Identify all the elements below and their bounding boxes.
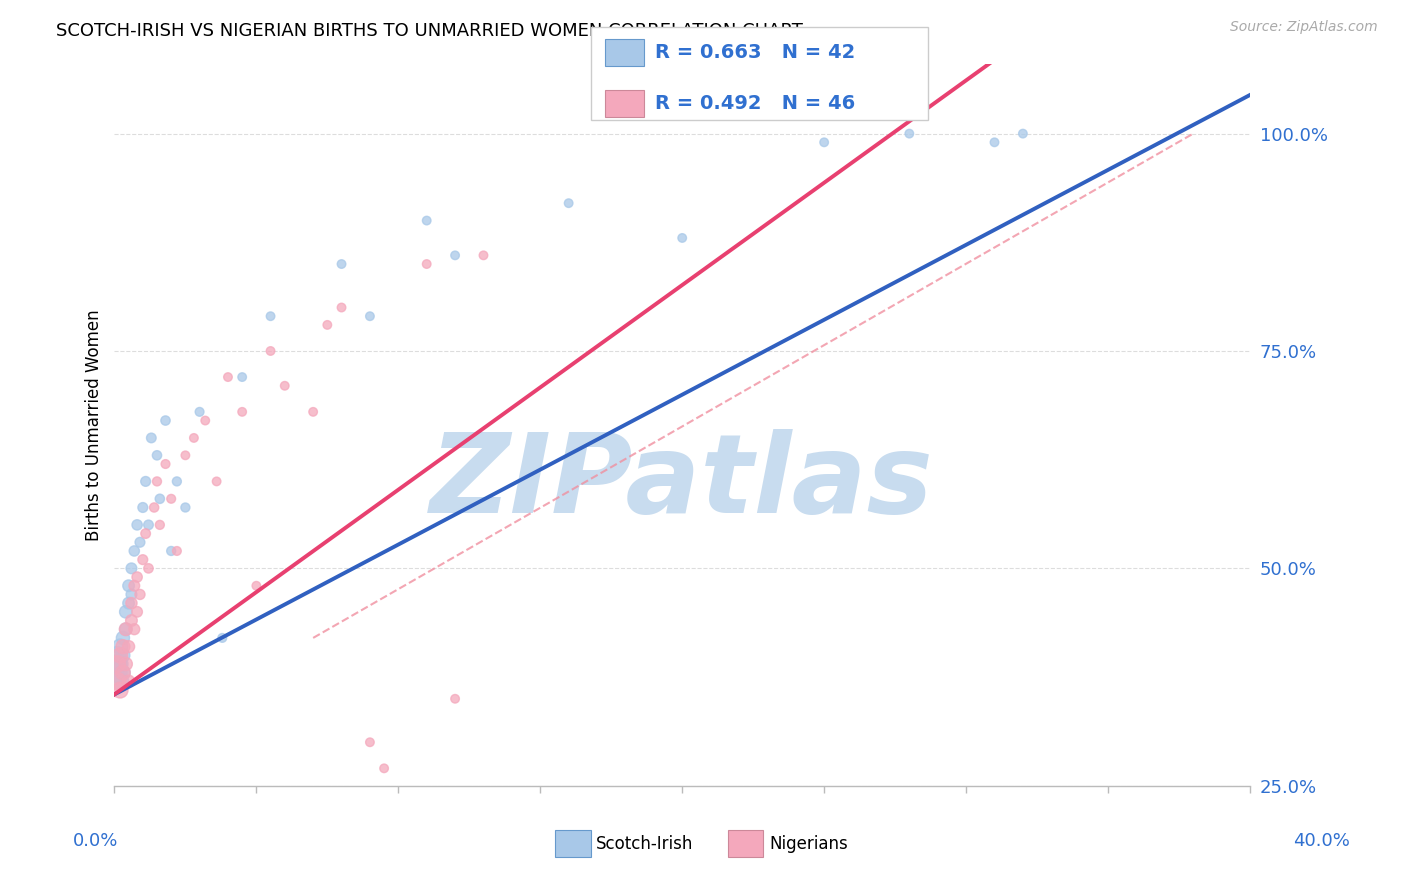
Point xyxy=(149,491,172,506)
Point xyxy=(111,665,134,680)
Point xyxy=(127,605,149,619)
Point xyxy=(415,213,437,227)
Text: SCOTCH-IRISH VS NIGERIAN BIRTHS TO UNMARRIED WOMEN CORRELATION CHART: SCOTCH-IRISH VS NIGERIAN BIRTHS TO UNMAR… xyxy=(56,22,803,40)
Point xyxy=(108,648,131,663)
Point xyxy=(330,301,353,315)
Text: Scotch-Irish: Scotch-Irish xyxy=(596,835,693,853)
Text: Source: ZipAtlas.com: Source: ZipAtlas.com xyxy=(1230,20,1378,34)
Point xyxy=(444,248,467,262)
Point xyxy=(155,457,177,471)
Point xyxy=(259,309,281,323)
Text: R = 0.663   N = 42: R = 0.663 N = 42 xyxy=(655,43,855,62)
Point xyxy=(117,640,139,654)
Point xyxy=(898,127,921,141)
Point xyxy=(330,257,353,271)
Text: Nigerians: Nigerians xyxy=(769,835,848,853)
Point xyxy=(108,640,131,654)
Point xyxy=(415,257,437,271)
Point xyxy=(135,475,157,489)
Point xyxy=(211,631,233,645)
Point xyxy=(105,674,128,689)
Point xyxy=(105,648,128,663)
Point xyxy=(1012,127,1035,141)
Point xyxy=(586,865,609,880)
Point xyxy=(108,683,131,698)
Point xyxy=(141,431,163,445)
Point xyxy=(259,343,281,358)
Point xyxy=(120,614,142,628)
Point xyxy=(135,526,157,541)
Point xyxy=(359,735,381,749)
Point xyxy=(183,431,205,445)
Point xyxy=(557,196,579,211)
Point xyxy=(117,674,139,689)
Point xyxy=(217,370,239,384)
Point xyxy=(983,136,1005,150)
Point xyxy=(146,475,169,489)
Point xyxy=(114,622,136,636)
Point xyxy=(129,535,152,549)
Point xyxy=(132,500,155,515)
Point xyxy=(373,761,395,775)
Point xyxy=(111,665,134,680)
Point xyxy=(138,561,160,575)
Point xyxy=(160,544,183,558)
Point xyxy=(231,405,253,419)
Point xyxy=(117,579,139,593)
Point xyxy=(111,648,134,663)
Point xyxy=(174,448,197,462)
Point xyxy=(444,691,467,706)
Point xyxy=(124,544,146,558)
Point xyxy=(529,814,551,828)
Point xyxy=(138,517,160,532)
Point xyxy=(111,631,134,645)
Point xyxy=(120,587,142,601)
Point xyxy=(114,605,136,619)
Point xyxy=(472,248,495,262)
Point xyxy=(146,448,169,462)
Point xyxy=(188,405,211,419)
Point xyxy=(316,318,339,332)
Y-axis label: Births to Unmarried Women: Births to Unmarried Women xyxy=(86,309,103,541)
Point xyxy=(120,561,142,575)
Point xyxy=(105,657,128,671)
Point xyxy=(671,231,693,245)
Point xyxy=(274,378,297,392)
Point xyxy=(155,413,177,427)
Text: 0.0%: 0.0% xyxy=(73,832,118,850)
Point xyxy=(105,657,128,671)
Point xyxy=(132,552,155,566)
Point xyxy=(124,579,146,593)
Point xyxy=(245,579,267,593)
Point xyxy=(108,674,131,689)
Point xyxy=(114,657,136,671)
Point xyxy=(111,640,134,654)
Point xyxy=(108,657,131,671)
Point xyxy=(174,500,197,515)
Text: ZIPatlas: ZIPatlas xyxy=(430,429,934,536)
Point xyxy=(127,570,149,584)
Point xyxy=(129,587,152,601)
Point xyxy=(387,814,409,828)
Point xyxy=(114,622,136,636)
Point xyxy=(120,596,142,610)
Point xyxy=(166,544,188,558)
Point xyxy=(205,475,228,489)
Point xyxy=(231,370,253,384)
Point xyxy=(149,517,172,532)
Point xyxy=(160,491,183,506)
Text: R = 0.492   N = 46: R = 0.492 N = 46 xyxy=(655,94,855,113)
Point xyxy=(194,413,217,427)
Text: 40.0%: 40.0% xyxy=(1294,832,1350,850)
Point xyxy=(813,136,835,150)
Point xyxy=(127,517,149,532)
Point xyxy=(359,309,381,323)
Point xyxy=(166,475,188,489)
Point xyxy=(117,596,139,610)
Point xyxy=(143,500,166,515)
Point xyxy=(124,622,146,636)
Point xyxy=(105,665,128,680)
Point xyxy=(302,405,325,419)
